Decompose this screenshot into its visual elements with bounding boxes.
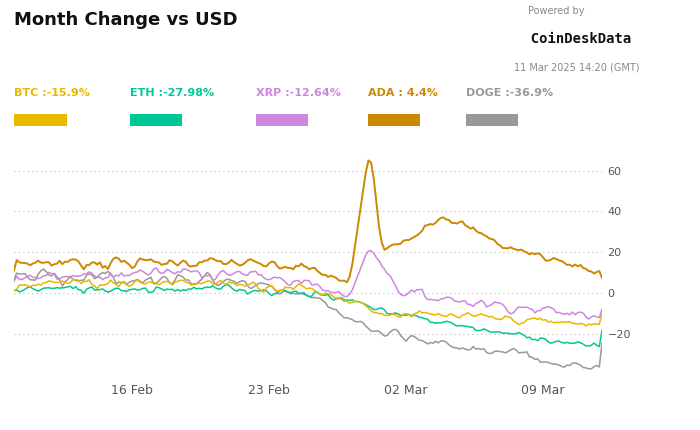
Text: ADA : 4.4%: ADA : 4.4% <box>368 88 438 98</box>
Text: CoinDeskData: CoinDeskData <box>514 32 631 46</box>
Text: Month Change vs USD: Month Change vs USD <box>14 11 237 29</box>
Text: XRP :-12.64%: XRP :-12.64% <box>256 88 340 98</box>
Text: BTC :-15.9%: BTC :-15.9% <box>14 88 90 98</box>
Text: Powered by: Powered by <box>528 6 585 16</box>
Text: DOGE :-36.9%: DOGE :-36.9% <box>466 88 552 98</box>
Text: 11 Mar 2025 14:20 (GMT): 11 Mar 2025 14:20 (GMT) <box>514 62 640 72</box>
Text: ETH :-27.98%: ETH :-27.98% <box>130 88 214 98</box>
